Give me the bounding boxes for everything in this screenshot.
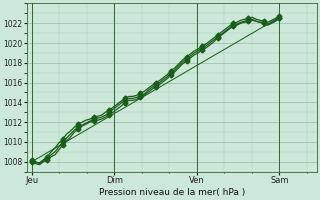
X-axis label: Pression niveau de la mer( hPa ): Pression niveau de la mer( hPa ) [99, 188, 245, 197]
